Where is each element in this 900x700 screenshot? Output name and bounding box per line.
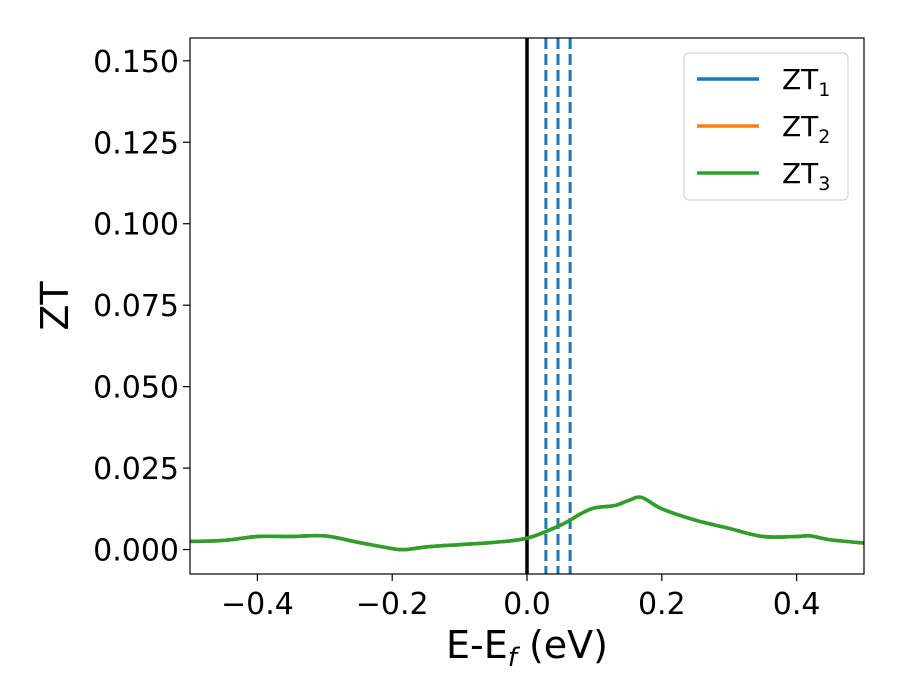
y-tick-label: 0.050	[93, 371, 179, 406]
x-tick-label: 0.2	[638, 587, 686, 622]
legend-label-zt2: ZT2	[782, 110, 830, 148]
y-tick-label: 0.000	[93, 534, 179, 569]
y-tick-label: 0.075	[93, 289, 179, 324]
x-axis-title-main: E-E	[446, 623, 508, 667]
legend-label-zt1: ZT1	[782, 63, 830, 101]
y-tick-label: 0.100	[93, 208, 179, 243]
y-tick-label: 0.025	[93, 452, 179, 487]
legend-label-zt3: ZT3	[782, 157, 830, 195]
legend-box	[683, 52, 849, 201]
x-tick-label: 0.4	[773, 587, 821, 622]
x-tick-label: −0.2	[356, 587, 429, 622]
x-tick-label: 0.0	[503, 587, 551, 622]
y-tick-label: 0.150	[93, 45, 179, 80]
y-tick-label: 0.125	[93, 126, 179, 161]
x-axis-title-unit: (eV)	[517, 623, 608, 667]
legend: ZT1 ZT2 ZT3	[683, 52, 849, 201]
y-axis-title: ZT	[33, 281, 77, 331]
x-axis-title: E-Ef (eV)	[446, 623, 608, 673]
series-line-zt3	[190, 495, 864, 552]
x-tick-label: −0.4	[221, 587, 294, 622]
